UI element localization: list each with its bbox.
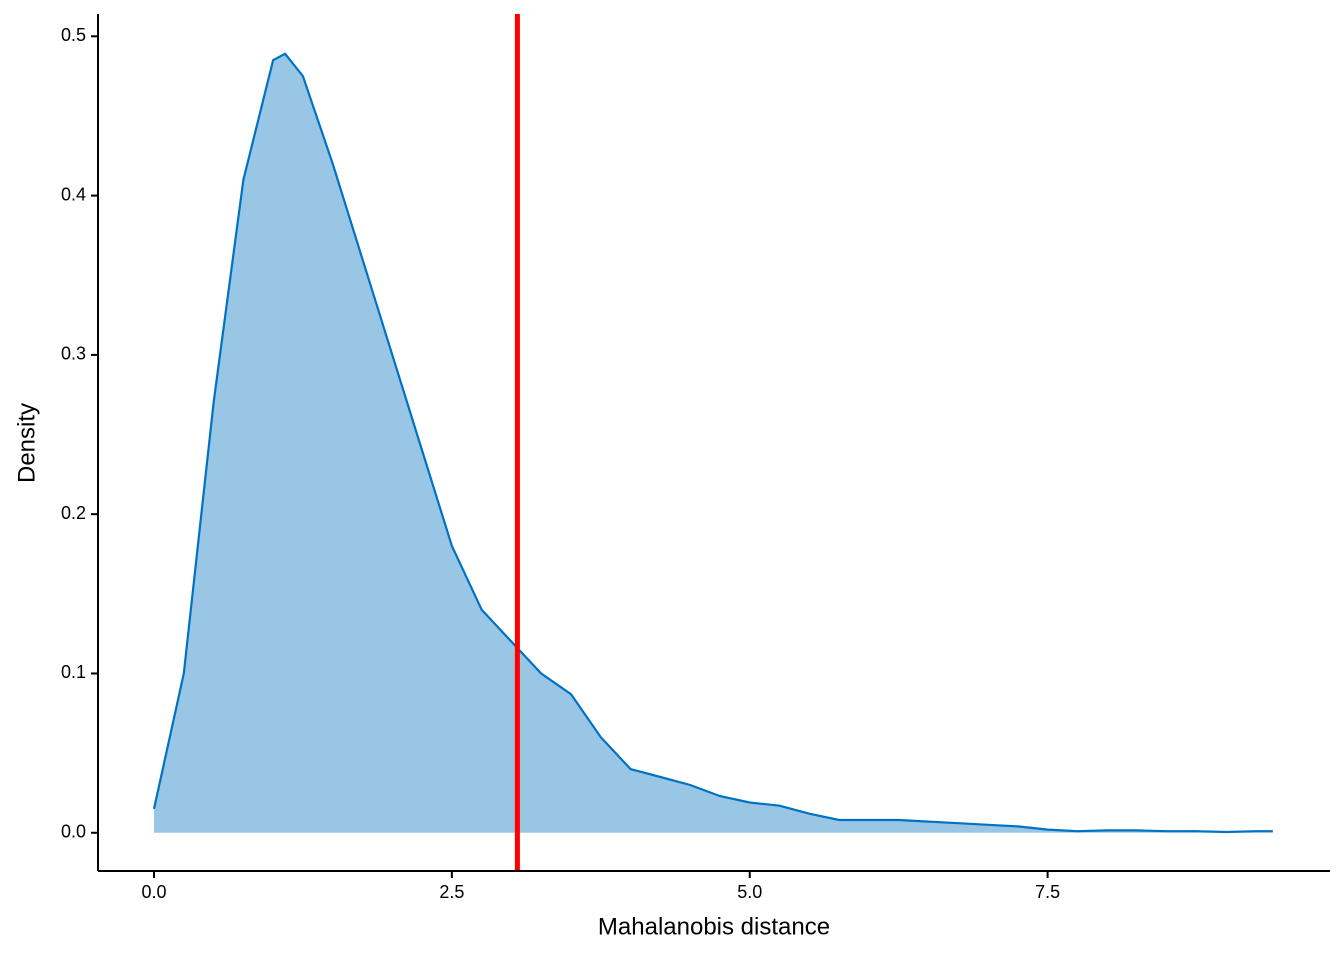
x-tick-label: 7.5 [1035,882,1060,902]
y-tick-label: 0.4 [61,184,86,204]
x-axis-title: Mahalanobis distance [598,913,830,940]
x-tick-label: 0.0 [141,882,166,902]
y-tick-label: 0.2 [61,503,86,523]
y-tick-label: 0.5 [61,25,86,45]
y-tick-label: 0.0 [61,822,86,842]
y-tick-label: 0.3 [61,344,86,364]
x-tick-label: 2.5 [439,882,464,902]
x-tick-label: 5.0 [737,882,762,902]
y-tick-label: 0.1 [61,662,86,682]
y-axis-title: Density [13,403,40,483]
density-area [154,53,1273,833]
density-line [152,52,1273,834]
